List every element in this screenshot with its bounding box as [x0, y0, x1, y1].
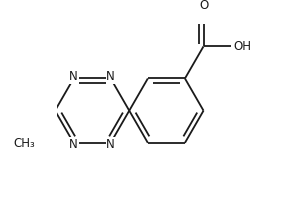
Text: OH: OH [233, 40, 252, 53]
Text: N: N [106, 138, 115, 151]
Text: N: N [69, 70, 78, 83]
Text: O: O [199, 0, 208, 12]
Text: N: N [69, 138, 78, 151]
Text: CH₃: CH₃ [13, 137, 35, 150]
Text: N: N [106, 70, 115, 83]
